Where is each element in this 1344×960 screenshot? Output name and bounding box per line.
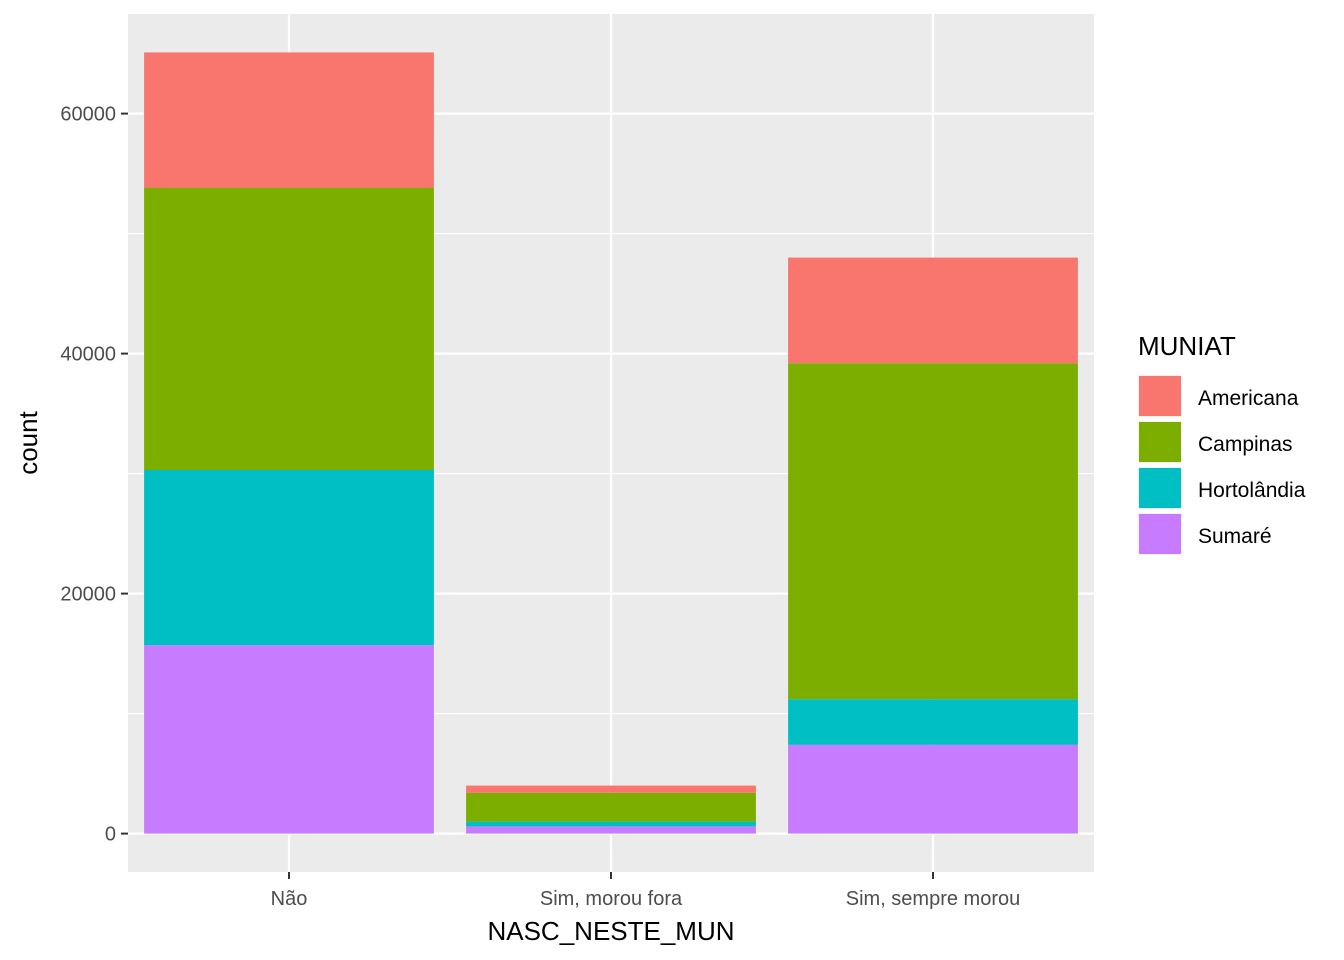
x-tick-label: Sim, sempre morou xyxy=(846,888,1021,910)
bar-segment xyxy=(788,257,1078,364)
y-tick-label: 40000 xyxy=(60,344,116,366)
legend-label: Hortolândia xyxy=(1198,479,1306,502)
legend-swatch xyxy=(1139,468,1181,508)
bar-segment xyxy=(466,821,756,827)
y-tick-label: 60000 xyxy=(60,104,116,126)
bar-segment xyxy=(144,52,434,189)
bar-segment xyxy=(788,699,1078,745)
bar-segment xyxy=(144,470,434,646)
legend-swatch xyxy=(1139,514,1181,554)
bar-segment xyxy=(466,785,756,793)
bar-segment xyxy=(788,744,1078,834)
legend-swatch xyxy=(1139,422,1181,462)
bar-segment xyxy=(144,645,434,834)
y-axis-title: count xyxy=(13,410,43,474)
legend-label: Sumaré xyxy=(1198,525,1272,548)
bar-segment xyxy=(466,792,756,822)
legend-title: MUNIAT xyxy=(1138,331,1236,361)
x-tick-label: Não xyxy=(271,888,308,910)
bars xyxy=(144,52,1078,834)
legend-label: Americana xyxy=(1198,387,1299,410)
y-tick-label: 20000 xyxy=(60,584,116,606)
x-tick-label: Sim, morou fora xyxy=(540,888,683,910)
legend-swatch xyxy=(1139,376,1181,416)
bar-segment xyxy=(144,188,434,470)
y-tick-label: 0 xyxy=(105,824,116,846)
y-axis: 0 20000 40000 60000 xyxy=(60,104,128,846)
bar-segment xyxy=(788,363,1078,700)
bar-segment xyxy=(466,826,756,834)
legend: MUNIAT Americana Campinas Hortolândia Sumar… xyxy=(1138,331,1306,555)
legend-label: Campinas xyxy=(1198,433,1293,456)
x-axis-title: NASC_NESTE_MUN xyxy=(487,916,734,946)
x-axis: Não Sim, morou fora Sim, sempre morou xyxy=(271,872,1021,910)
